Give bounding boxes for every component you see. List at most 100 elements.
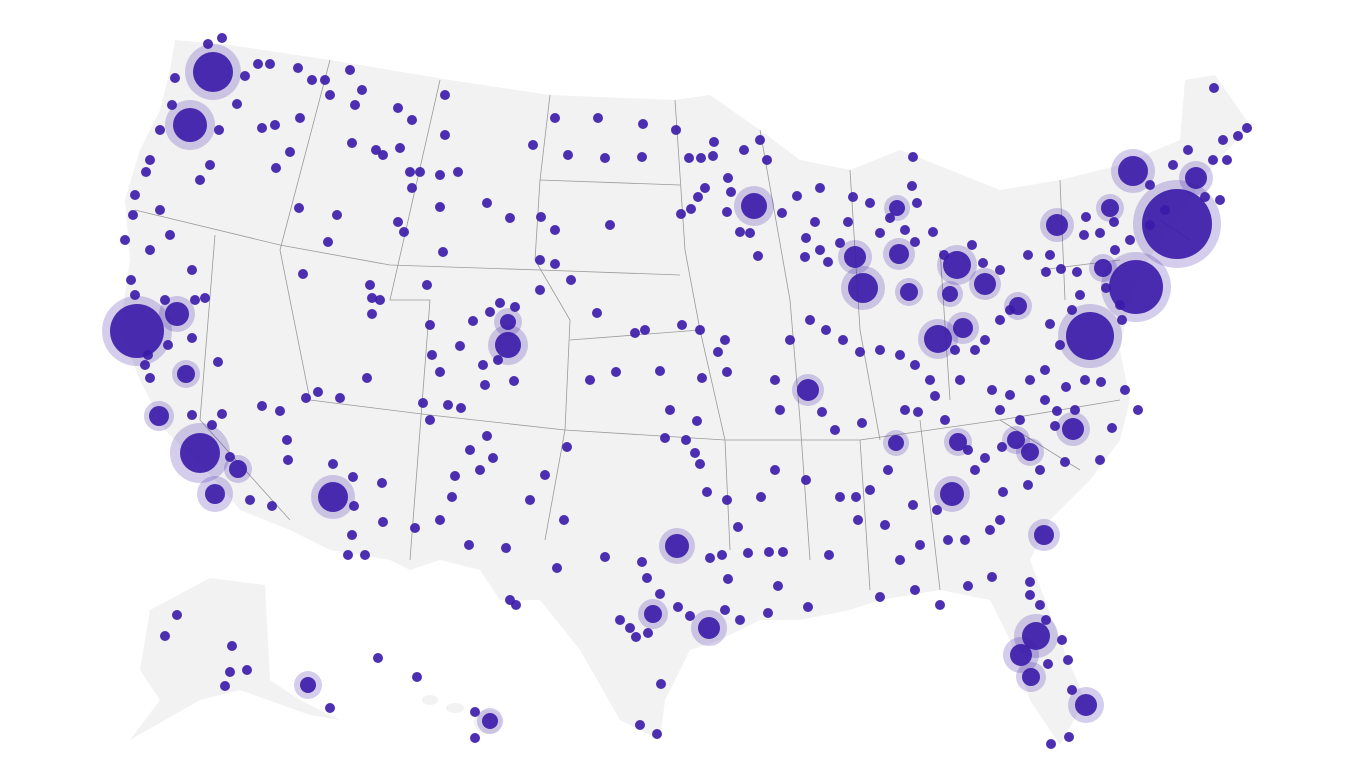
location-marker[interactable] (843, 217, 853, 227)
location-marker[interactable] (1060, 457, 1070, 467)
location-marker[interactable] (552, 563, 562, 573)
location-marker[interactable] (875, 592, 885, 602)
location-marker[interactable] (480, 380, 490, 390)
location-marker[interactable] (220, 681, 230, 691)
location-marker[interactable] (895, 278, 923, 306)
location-marker[interactable] (960, 535, 970, 545)
location-marker[interactable] (225, 667, 235, 677)
location-marker[interactable] (684, 153, 694, 163)
location-marker[interactable] (944, 428, 972, 456)
location-marker[interactable] (830, 425, 840, 435)
location-marker[interactable] (482, 198, 492, 208)
location-marker[interactable] (693, 192, 703, 202)
location-marker[interactable] (160, 631, 170, 641)
location-marker[interactable] (980, 335, 990, 345)
location-marker[interactable] (348, 472, 358, 482)
location-marker[interactable] (824, 550, 834, 560)
location-marker[interactable] (600, 552, 610, 562)
location-marker[interactable] (227, 641, 237, 651)
location-marker[interactable] (592, 308, 602, 318)
location-marker[interactable] (1215, 195, 1225, 205)
location-marker[interactable] (510, 302, 520, 312)
location-marker[interactable] (723, 173, 733, 183)
location-marker[interactable] (1025, 375, 1035, 385)
location-marker[interactable] (393, 217, 403, 227)
location-marker[interactable] (475, 465, 485, 475)
location-marker[interactable] (468, 316, 478, 326)
location-marker[interactable] (435, 170, 445, 180)
location-marker[interactable] (838, 240, 872, 274)
location-marker[interactable] (739, 145, 749, 155)
location-marker[interactable] (410, 523, 420, 533)
location-marker[interactable] (995, 515, 1005, 525)
location-marker[interactable] (995, 315, 1005, 325)
location-marker[interactable] (1061, 382, 1071, 392)
location-marker[interactable] (987, 385, 997, 395)
location-marker[interactable] (733, 522, 743, 532)
location-marker[interactable] (997, 442, 1007, 452)
location-marker[interactable] (915, 540, 925, 550)
location-marker[interactable] (635, 720, 645, 730)
location-marker[interactable] (1040, 208, 1074, 242)
location-marker[interactable] (913, 407, 923, 417)
location-marker[interactable] (145, 373, 155, 383)
location-marker[interactable] (934, 476, 970, 512)
location-marker[interactable] (777, 208, 787, 218)
location-marker[interactable] (676, 209, 686, 219)
location-marker[interactable] (425, 320, 435, 330)
location-marker[interactable] (970, 345, 980, 355)
location-marker[interactable] (200, 293, 210, 303)
location-marker[interactable] (144, 401, 174, 431)
location-marker[interactable] (1067, 685, 1077, 695)
location-marker[interactable] (995, 265, 1005, 275)
location-marker[interactable] (214, 125, 224, 135)
location-marker[interactable] (800, 252, 810, 262)
location-marker[interactable] (987, 572, 997, 582)
location-marker[interactable] (1035, 465, 1045, 475)
location-marker[interactable] (283, 455, 293, 465)
location-marker[interactable] (225, 452, 235, 462)
location-marker[interactable] (883, 430, 909, 456)
location-marker[interactable] (660, 433, 670, 443)
location-marker[interactable] (535, 285, 545, 295)
location-marker[interactable] (378, 517, 388, 527)
location-marker[interactable] (821, 325, 831, 335)
location-marker[interactable] (435, 367, 445, 377)
location-marker[interactable] (763, 608, 773, 618)
location-marker[interactable] (969, 268, 1001, 300)
location-marker[interactable] (815, 245, 825, 255)
location-marker[interactable] (1095, 228, 1105, 238)
location-marker[interactable] (550, 259, 560, 269)
location-marker[interactable] (563, 150, 573, 160)
location-marker[interactable] (1101, 252, 1171, 322)
location-marker[interactable] (335, 393, 345, 403)
location-marker[interactable] (1016, 662, 1046, 692)
location-marker[interactable] (415, 167, 425, 177)
location-marker[interactable] (495, 298, 505, 308)
location-marker[interactable] (357, 85, 367, 95)
location-marker[interactable] (540, 470, 550, 480)
location-marker[interactable] (755, 135, 765, 145)
location-marker[interactable] (615, 615, 625, 625)
location-marker[interactable] (865, 485, 875, 495)
location-marker[interactable] (1023, 250, 1033, 260)
location-marker[interactable] (851, 492, 861, 502)
location-marker[interactable] (963, 445, 973, 455)
location-marker[interactable] (895, 555, 905, 565)
location-marker[interactable] (265, 59, 275, 69)
location-marker[interactable] (378, 150, 388, 160)
location-marker[interactable] (705, 553, 715, 563)
location-marker[interactable] (453, 167, 463, 177)
location-marker[interactable] (900, 405, 910, 415)
location-marker[interactable] (438, 247, 448, 257)
location-marker[interactable] (1208, 155, 1218, 165)
location-marker[interactable] (735, 227, 745, 237)
location-marker[interactable] (875, 228, 885, 238)
location-marker[interactable] (950, 345, 960, 355)
location-marker[interactable] (937, 245, 977, 285)
location-marker[interactable] (692, 416, 702, 426)
location-marker[interactable] (172, 360, 200, 388)
location-marker[interactable] (407, 115, 417, 125)
location-marker[interactable] (932, 505, 942, 515)
location-marker[interactable] (1079, 230, 1089, 240)
